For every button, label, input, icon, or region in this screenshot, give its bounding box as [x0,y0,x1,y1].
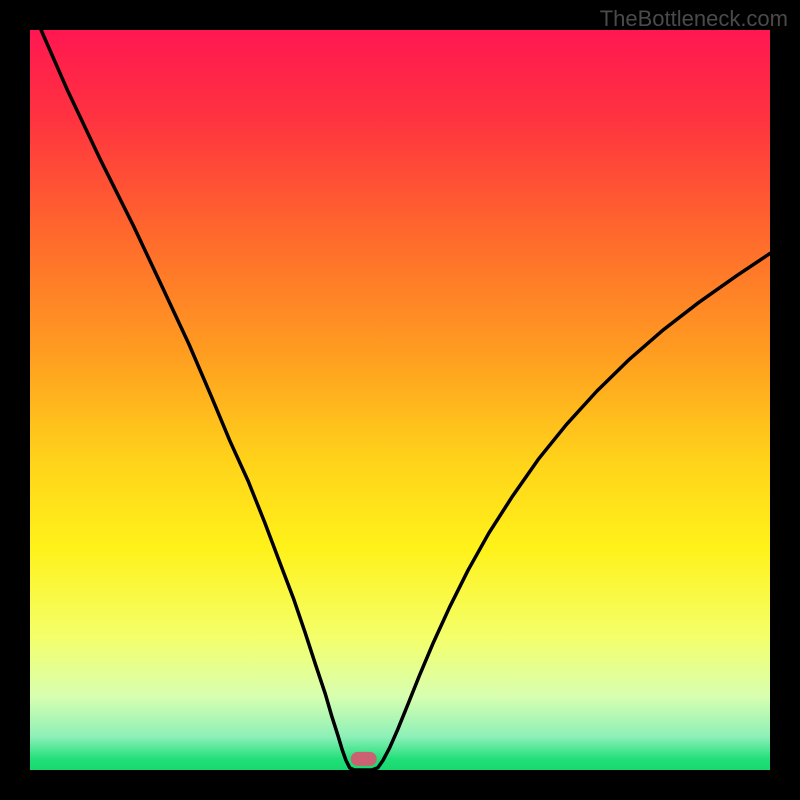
watermark-text: TheBottleneck.com [600,6,788,32]
bottleneck-chart [0,0,800,800]
chart-stage: TheBottleneck.com [0,0,800,800]
plot-gradient-background [30,30,770,770]
optimum-marker [351,752,377,766]
